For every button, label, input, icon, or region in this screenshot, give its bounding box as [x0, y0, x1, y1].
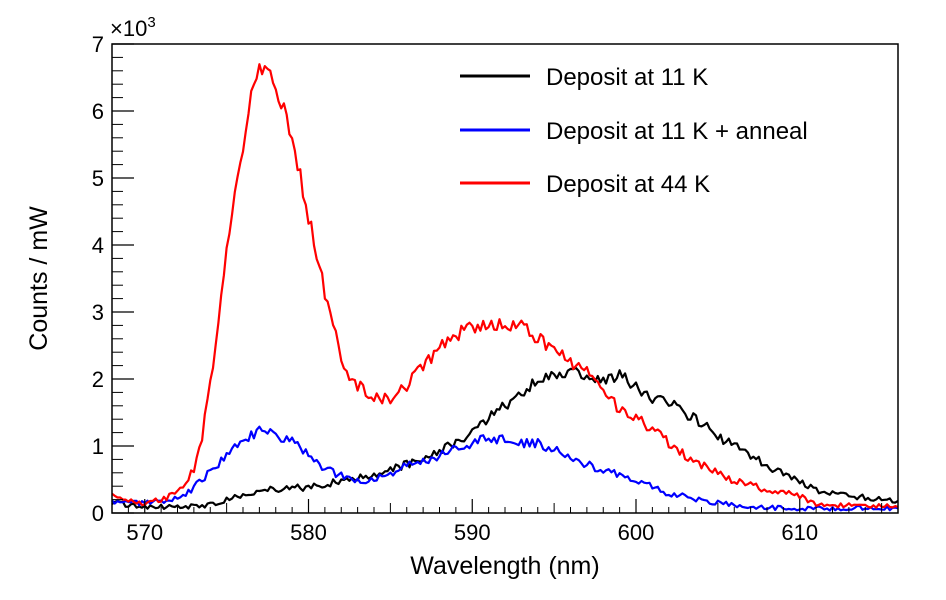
- x-tick-label: 610: [781, 520, 818, 545]
- y-multiplier-base: ×10: [110, 16, 147, 41]
- legend: Deposit at 11 K Deposit at 11 K + anneal D…: [460, 64, 808, 198]
- ticks-layer: 570 580 590 600 610 0 1 2 3 4 5 6 7: [92, 32, 899, 545]
- series-line: [111, 366, 899, 510]
- y-tick-label: 3: [92, 300, 104, 325]
- legend-label: Deposit at 44 K: [546, 171, 710, 198]
- y-tick-label: 4: [92, 233, 104, 258]
- x-tick-label: 570: [126, 520, 163, 545]
- x-tick-label: 590: [454, 520, 491, 545]
- y-tick-label: 1: [92, 434, 104, 459]
- y-tick-label: 6: [92, 99, 104, 124]
- series-line: [111, 63, 899, 509]
- y-multiplier-exponent: 3: [147, 14, 155, 31]
- legend-label: Deposit at 11 K: [546, 64, 708, 91]
- y-tick-label: 0: [92, 501, 104, 526]
- y-tick-label: 5: [92, 166, 104, 191]
- legend-label: Deposit at 11 K + anneal: [546, 118, 808, 145]
- x-tick-label: 580: [290, 520, 327, 545]
- x-axis-title: Wavelength (nm): [410, 552, 599, 580]
- x-tick-label: 600: [618, 520, 655, 545]
- y-tick-label: 7: [92, 32, 104, 57]
- y-multiplier-label: ×103: [110, 14, 156, 41]
- y-axis-title: Counts / mW: [25, 206, 53, 351]
- y-tick-label: 2: [92, 367, 104, 392]
